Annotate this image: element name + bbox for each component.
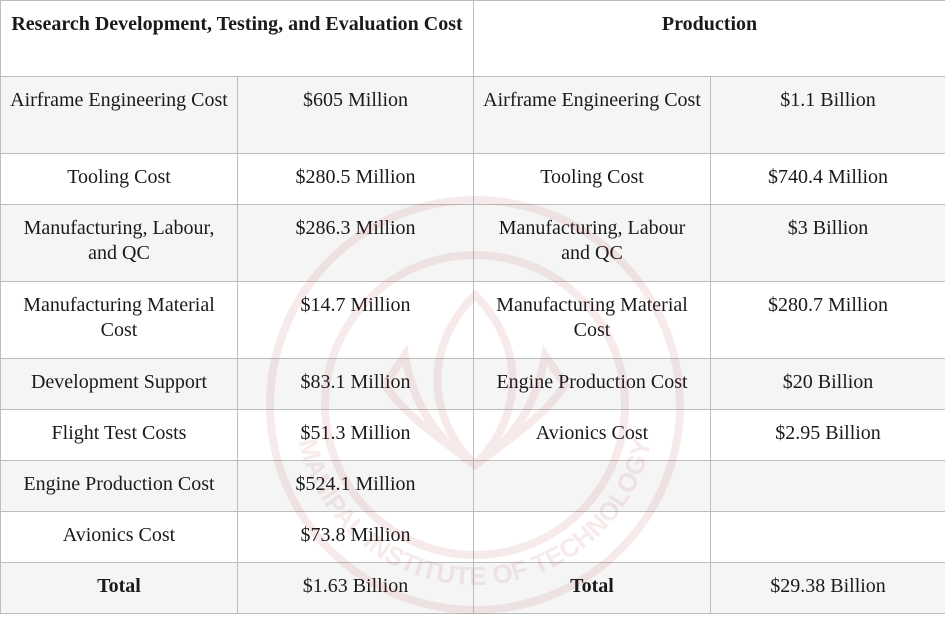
rdte-item: Airframe Engineering Cost xyxy=(1,77,238,154)
prod-value xyxy=(711,512,945,563)
rdte-value: $83.1 Million xyxy=(238,359,474,410)
rdte-value: $280.5 Million xyxy=(238,154,474,205)
prod-item: Manufacturing, Labour and QC xyxy=(474,205,711,282)
rdte-item: Development Support xyxy=(1,359,238,410)
prod-item: Manufacturing Material Cost xyxy=(474,282,711,359)
table-row: Avionics Cost $73.8 Million xyxy=(1,512,945,563)
prod-total-value: $29.38 Billion xyxy=(711,563,945,614)
table-row: Flight Test Costs $51.3 Million Avionics… xyxy=(1,410,945,461)
prod-value: $1.1 Billion xyxy=(711,77,945,154)
table-row: Manufacturing, Labour, and QC $286.3 Mil… xyxy=(1,205,945,282)
prod-value xyxy=(711,461,945,512)
rdte-value: $14.7 Million xyxy=(238,282,474,359)
rdte-total-value: $1.63 Billion xyxy=(238,563,474,614)
rdte-header: Research Development, Testing, and Evalu… xyxy=(1,1,474,77)
prod-item xyxy=(474,512,711,563)
prod-item: Tooling Cost xyxy=(474,154,711,205)
table-header-row: Research Development, Testing, and Evalu… xyxy=(1,1,945,77)
rdte-value: $524.1 Million xyxy=(238,461,474,512)
table-row: Engine Production Cost $524.1 Million xyxy=(1,461,945,512)
prod-value: $20 Billion xyxy=(711,359,945,410)
prod-value: $3 Billion xyxy=(711,205,945,282)
rdte-value: $605 Million xyxy=(238,77,474,154)
prod-item xyxy=(474,461,711,512)
prod-value: $2.95 Billion xyxy=(711,410,945,461)
rdte-item: Avionics Cost xyxy=(1,512,238,563)
prod-total-label: Total xyxy=(474,563,711,614)
prod-item: Avionics Cost xyxy=(474,410,711,461)
table-row: Manufacturing Material Cost $14.7 Millio… xyxy=(1,282,945,359)
rdte-item: Manufacturing, Labour, and QC xyxy=(1,205,238,282)
prod-value: $740.4 Million xyxy=(711,154,945,205)
rdte-item: Engine Production Cost xyxy=(1,461,238,512)
total-row: Total $1.63 Billion Total $29.38 Billion xyxy=(1,563,945,614)
rdte-item: Manufacturing Material Cost xyxy=(1,282,238,359)
rdte-item: Tooling Cost xyxy=(1,154,238,205)
rdte-value: $286.3 Million xyxy=(238,205,474,282)
prod-item: Engine Production Cost xyxy=(474,359,711,410)
production-header: Production xyxy=(474,1,945,77)
rdte-item: Flight Test Costs xyxy=(1,410,238,461)
prod-value: $280.7 Million xyxy=(711,282,945,359)
table-row: Tooling Cost $280.5 Million Tooling Cost… xyxy=(1,154,945,205)
rdte-value: $73.8 Million xyxy=(238,512,474,563)
rdte-total-label: Total xyxy=(1,563,238,614)
table-row: Development Support $83.1 Million Engine… xyxy=(1,359,945,410)
prod-item: Airframe Engineering Cost xyxy=(474,77,711,154)
table-row: Airframe Engineering Cost $605 Million A… xyxy=(1,77,945,154)
rdte-value: $51.3 Million xyxy=(238,410,474,461)
